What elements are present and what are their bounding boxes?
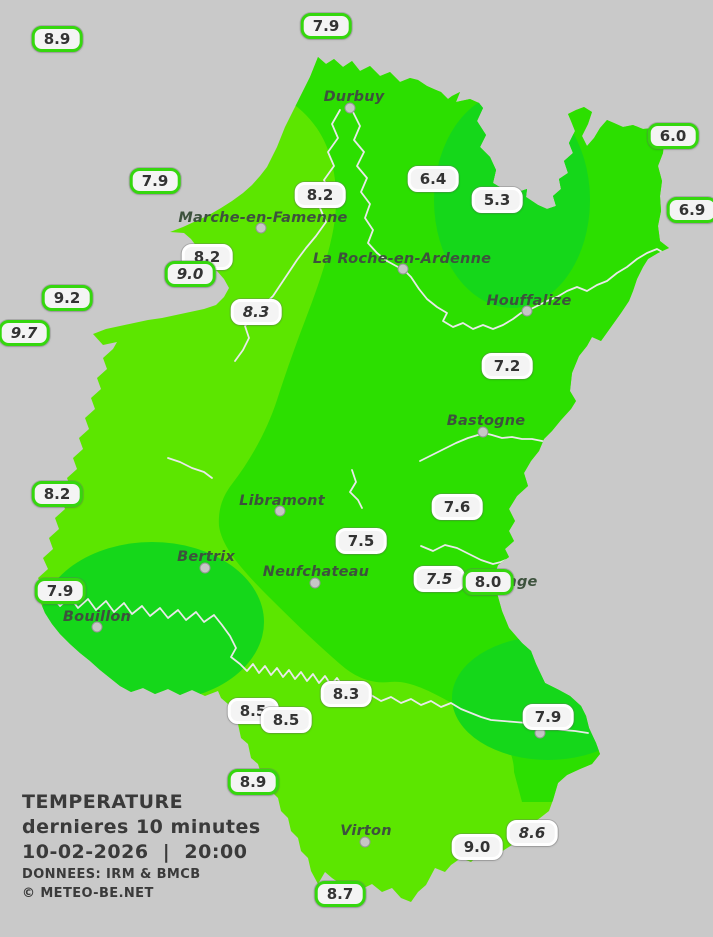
- city-label: Durbuy: [323, 89, 385, 105]
- map-subtitle: dernieres 10 minutes: [22, 816, 261, 838]
- temp-badge: 9.0: [164, 261, 216, 287]
- city-label: Bastogne: [446, 413, 526, 429]
- temp-badge: 8.9: [31, 26, 83, 52]
- map-datetime: 10-02-2026 | 20:00: [22, 841, 248, 863]
- temp-badge: 7.9: [34, 578, 86, 604]
- temp-badge: 8.9: [227, 769, 279, 795]
- temp-badge: 8.0: [462, 569, 514, 595]
- temp-badge: 5.3: [471, 187, 523, 213]
- temp-badge: 9.0: [451, 834, 503, 860]
- temp-badge: 7.9: [522, 704, 574, 730]
- map-legend-title: TEMPERATURE dernieres 10 minutes 10-02-2…: [22, 790, 261, 903]
- temp-badge: 9.2: [41, 285, 93, 311]
- temp-badge: 8.7: [314, 881, 366, 907]
- temp-badge: 8.3: [320, 681, 372, 707]
- city-dot: [199, 562, 211, 574]
- temp-badge: 6.4: [407, 166, 459, 192]
- city-dot: [359, 836, 371, 848]
- temp-badge: 8.3: [230, 299, 282, 325]
- temp-badge: 7.5: [413, 566, 465, 592]
- city-label: La Roche-en-Ardenne: [312, 251, 492, 267]
- river-lines: [39, 109, 665, 734]
- data-source: DONNEES: IRM & BMCB: [22, 867, 201, 882]
- map-title: TEMPERATURE: [22, 791, 184, 813]
- city-dot: [255, 222, 267, 234]
- city-dot: [309, 577, 321, 589]
- city-dot: [274, 505, 286, 517]
- city-label: Houffalize: [486, 293, 572, 309]
- temp-badge: 7.5: [335, 528, 387, 554]
- city-label: Marche-en-Famenne: [178, 210, 348, 226]
- temp-badge: 6.0: [647, 123, 699, 149]
- temp-badge: 7.6: [431, 494, 483, 520]
- city-label: Bertrix: [177, 549, 235, 565]
- city-label: Virton: [340, 823, 392, 839]
- city-dot: [344, 102, 356, 114]
- temp-badge: 9.7: [0, 320, 50, 346]
- copyright: © METEO-BE.NET: [22, 886, 154, 901]
- city-dot: [477, 426, 489, 438]
- temp-badge: 8.6: [506, 820, 558, 846]
- temp-badge: 8.2: [31, 481, 83, 507]
- city-label: Libramont: [239, 493, 325, 509]
- city-dot: [397, 263, 409, 275]
- temp-badge: 7.2: [481, 353, 533, 379]
- temp-badge: 8.2: [294, 182, 346, 208]
- city-dot: [521, 305, 533, 317]
- city-label: Neufchateau: [262, 564, 370, 580]
- city-label: nge: [506, 574, 538, 590]
- temp-badge: 7.9: [129, 168, 181, 194]
- temp-badge: 8.5: [260, 707, 312, 733]
- temp-badge: 7.9: [300, 13, 352, 39]
- temp-badge: 6.9: [666, 197, 713, 223]
- city-label: Bouillon: [62, 609, 132, 625]
- city-dot: [91, 621, 103, 633]
